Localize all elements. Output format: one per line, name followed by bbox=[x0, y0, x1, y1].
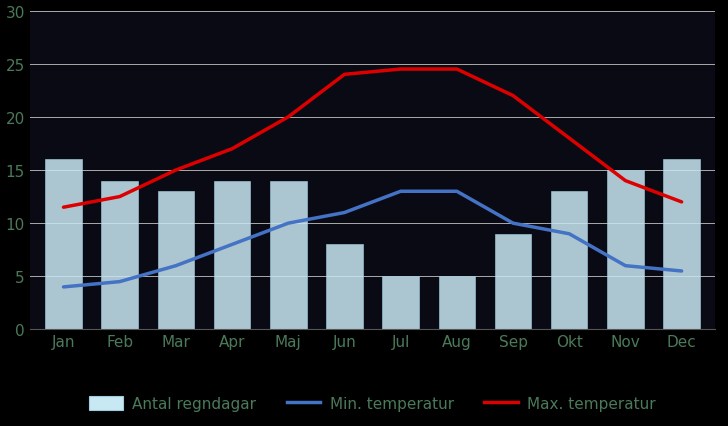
Bar bbox=[551, 192, 587, 330]
Bar bbox=[45, 160, 82, 330]
Bar bbox=[270, 181, 306, 330]
Bar bbox=[326, 245, 363, 330]
Bar bbox=[382, 276, 419, 330]
Bar bbox=[158, 192, 194, 330]
Bar bbox=[607, 170, 644, 330]
Bar bbox=[495, 234, 531, 330]
Bar bbox=[101, 181, 138, 330]
Bar bbox=[214, 181, 250, 330]
Legend: Antal regndagar, Min. temperatur, Max. temperatur: Antal regndagar, Min. temperatur, Max. t… bbox=[83, 390, 662, 417]
Bar bbox=[663, 160, 700, 330]
Bar bbox=[438, 276, 475, 330]
